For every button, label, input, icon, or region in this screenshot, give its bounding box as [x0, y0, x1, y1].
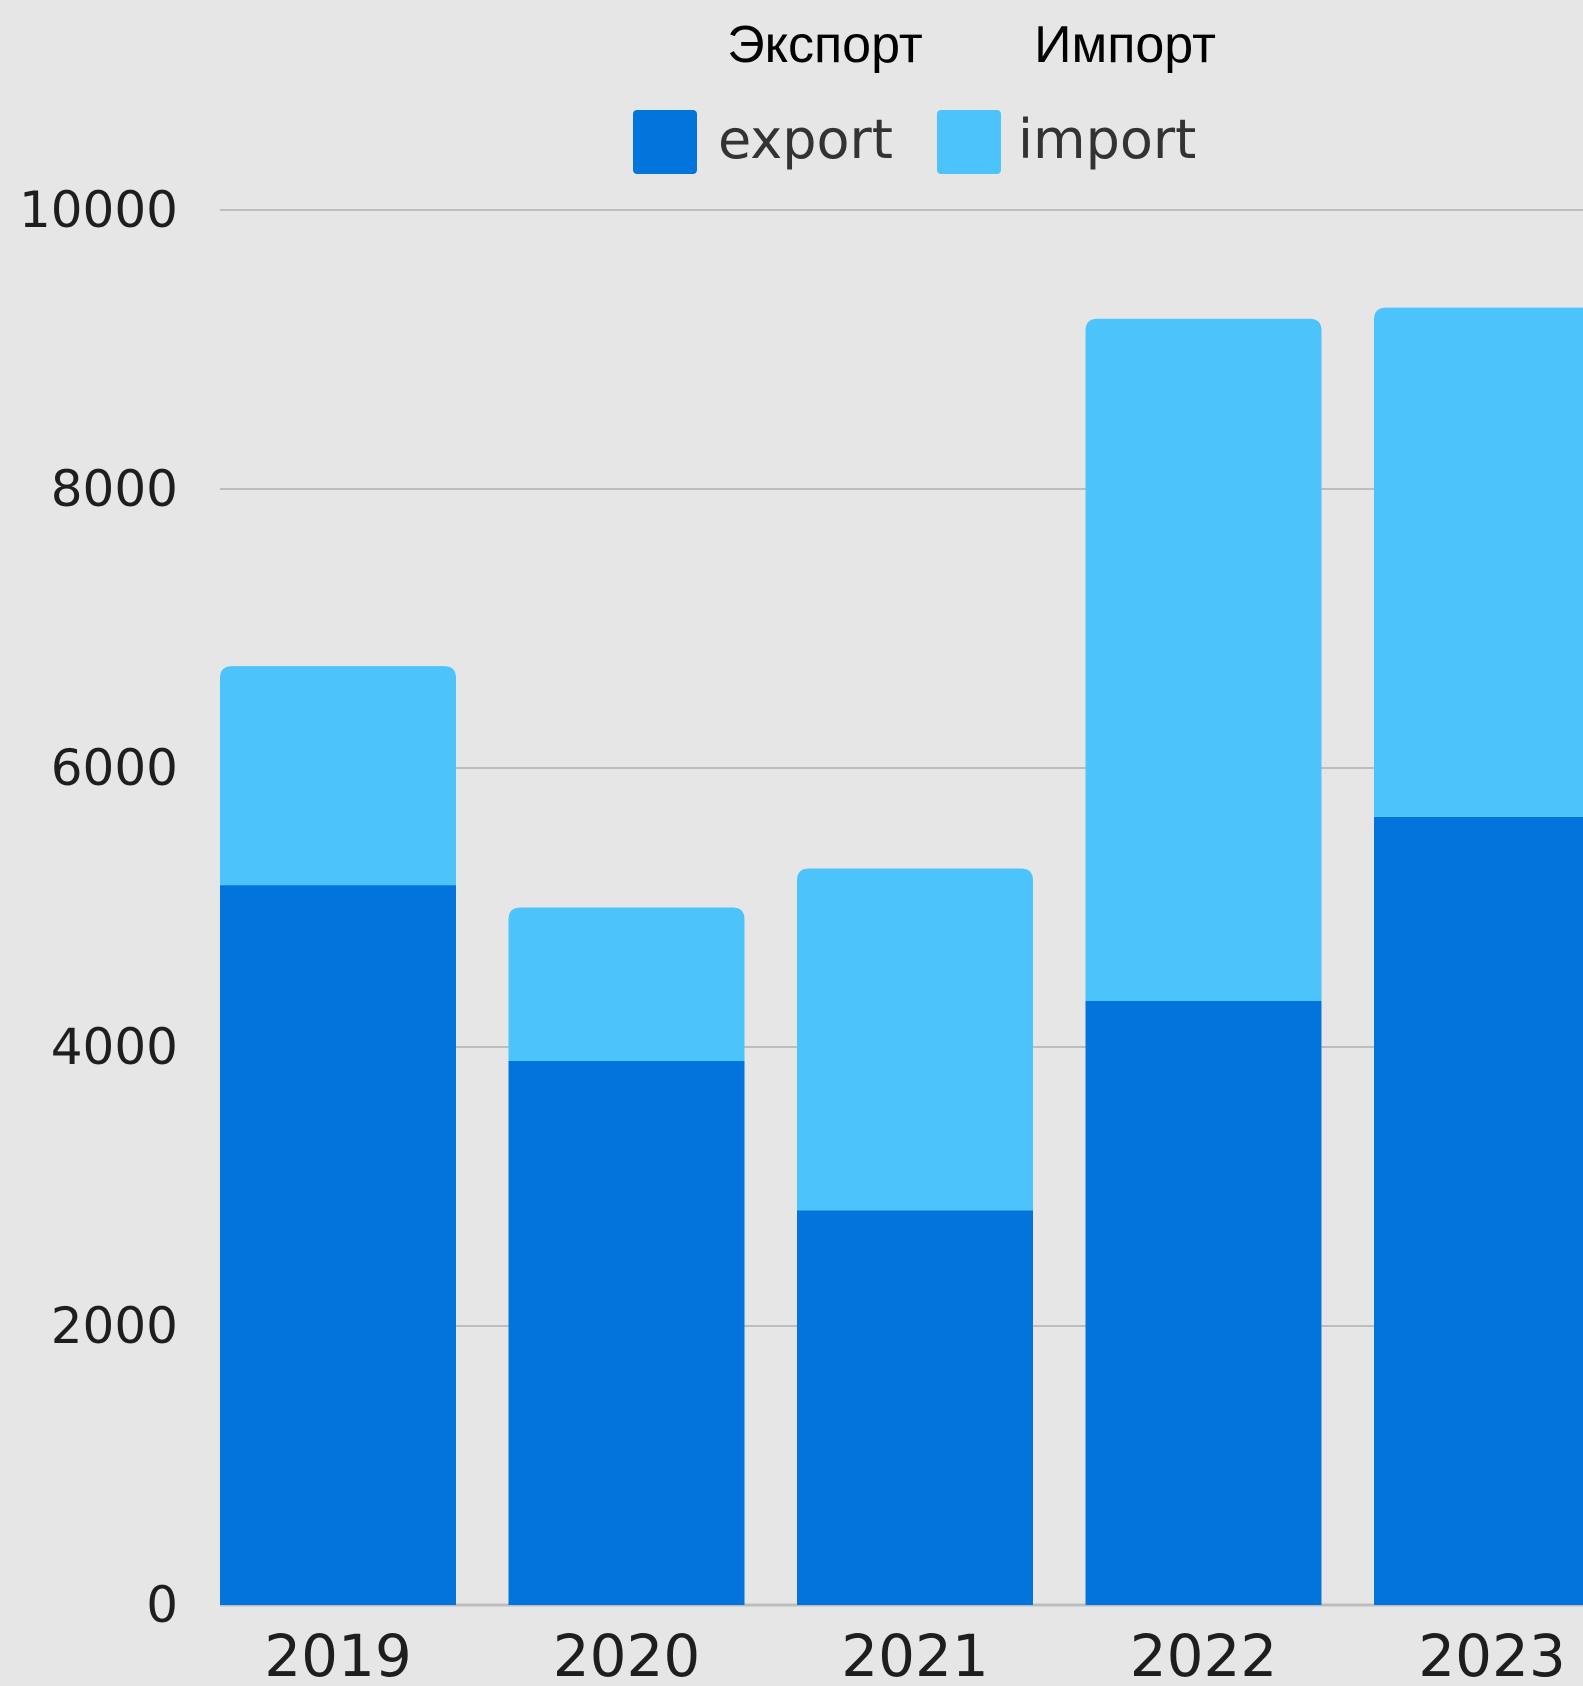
bar-import-2023: [1374, 307, 1583, 817]
y-tick-label: 6000: [51, 739, 178, 797]
x-axis-ticks: 2019 2020 2021 2022 2023: [264, 1622, 1566, 1686]
legend-label-export: export: [718, 108, 893, 171]
y-tick-label: 10000: [19, 181, 178, 239]
x-tick-label-2023: 2023: [1418, 1622, 1566, 1686]
x-tick-label-2020: 2020: [553, 1622, 701, 1686]
bar-export-2019: [220, 885, 456, 1605]
y-tick-label: 0: [146, 1576, 178, 1634]
y-tick-label: 8000: [51, 460, 178, 518]
legend-label-import: import: [1018, 108, 1196, 171]
bar-export-2020: [508, 1060, 745, 1605]
x-tick-label-2022: 2022: [1130, 1622, 1278, 1686]
bar-import-2019: [220, 666, 456, 886]
legend-annotation-import: Импорт: [1034, 16, 1216, 74]
x-tick-label-2019: 2019: [264, 1622, 412, 1686]
legend: Экспорт Импорт export import: [633, 16, 1216, 174]
bar-export-2022: [1085, 1000, 1322, 1605]
legend-annotation-export: Экспорт: [727, 16, 922, 74]
bar-export-2021: [797, 1210, 1033, 1605]
y-tick-label: 4000: [51, 1018, 178, 1076]
bars: [220, 307, 1583, 1605]
bar-import-2022: [1085, 318, 1322, 1001]
y-axis-ticks: 0 2000 4000 6000 8000 10000: [19, 181, 178, 1634]
bar-import-2021: [797, 868, 1033, 1211]
bar-import-2020: [508, 907, 745, 1061]
bar-export-2023: [1374, 816, 1583, 1605]
y-tick-label: 2000: [51, 1297, 178, 1355]
legend-swatch-import: [937, 110, 1001, 174]
legend-swatch-export: [633, 110, 697, 174]
x-tick-label-2021: 2021: [841, 1622, 989, 1686]
